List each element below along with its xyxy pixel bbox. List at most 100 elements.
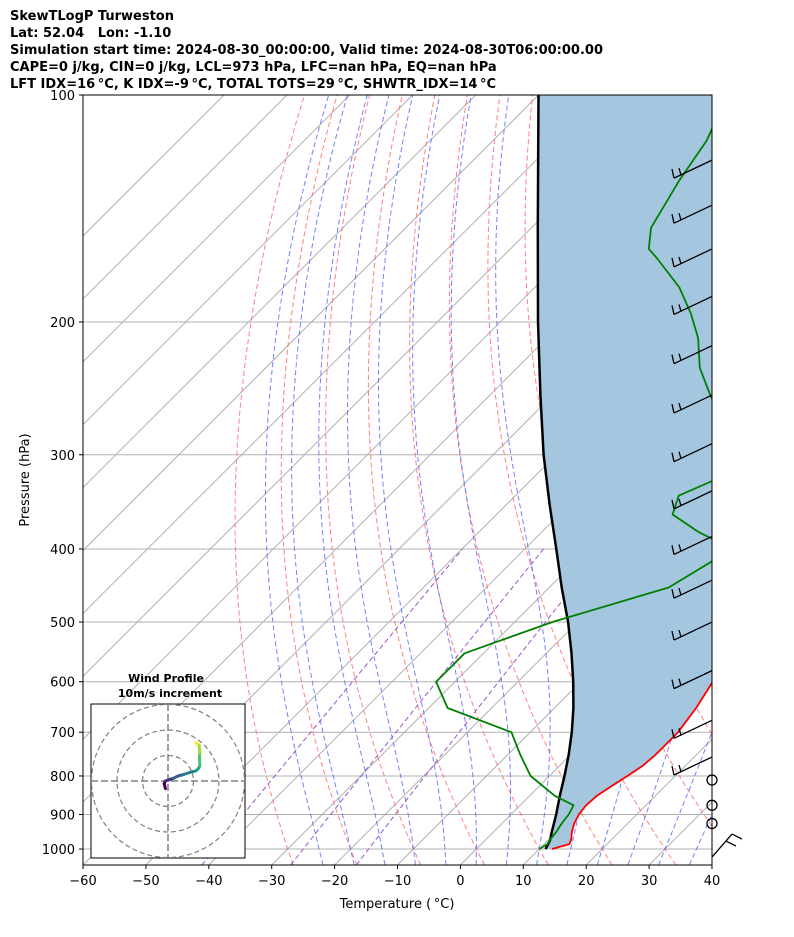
- barb-flag: [731, 833, 743, 840]
- isotherm-line: [145, 298, 712, 865]
- barb-flag: [678, 629, 682, 638]
- barb-flag: [671, 305, 675, 315]
- axis-ticks: −60 −50 −40 −30 −20 −10 0 10 20 30 40 100 200 300 400 5…: [42, 89, 720, 889]
- y-axis-label: Pressure (hPa): [18, 433, 33, 526]
- isotherm-line: [397, 549, 712, 865]
- dewpoint-line: [435, 126, 712, 850]
- hodograph-ring: [116, 729, 220, 833]
- barb-flag: [678, 256, 682, 265]
- wind-barb: [671, 204, 713, 224]
- barb-flag: [671, 354, 675, 364]
- x-tick-label: 0: [456, 874, 464, 889]
- y-tick-label: 900: [50, 809, 75, 824]
- isotherm-line: [334, 486, 712, 865]
- isotherm-line: [83, 95, 225, 237]
- isotherm-line: [83, 95, 476, 489]
- moist-adiabat: [265, 95, 330, 865]
- barb-flag: [671, 452, 675, 462]
- y-tick-label: 300: [50, 449, 75, 464]
- x-tick-label: −20: [321, 874, 348, 889]
- hodograph-inset: Wind Profile 10m/s increment: [90, 672, 246, 859]
- wind-barb: [671, 490, 713, 510]
- mixing-ratio-line: [201, 548, 463, 865]
- y-tick-label: 1000: [42, 843, 75, 858]
- dry-adiabat: [728, 95, 794, 865]
- barb-flag: [671, 499, 675, 510]
- parcel-path-line: [536, 95, 575, 850]
- moist-adiabat: [347, 95, 416, 865]
- barb-flag: [671, 257, 675, 268]
- dry-adiabat: [524, 95, 712, 828]
- moist-adiabat: [291, 95, 355, 865]
- moist-adiabat: [450, 95, 512, 865]
- barb-flag: [671, 214, 675, 224]
- barb-flag: [671, 168, 675, 179]
- barb-flag: [678, 764, 682, 773]
- y-tick-label: 400: [50, 543, 75, 558]
- title-line-station: SkewTLogP Turweston: [10, 9, 174, 24]
- isotherm-line: [83, 95, 414, 426]
- barb-flag: [671, 679, 675, 689]
- calm-wind-marker: [706, 774, 718, 786]
- x-tick-label: −40: [195, 874, 222, 889]
- title-line-latlon: Lat: 52.04 Lon: -1.10: [10, 26, 172, 41]
- x-tick-label: 40: [704, 874, 721, 889]
- cin-shading: [537, 95, 712, 849]
- cape-fill-layer: [537, 95, 712, 849]
- moist-adiabat: [318, 95, 386, 865]
- y-tick-label: 700: [50, 726, 75, 741]
- chart-title-block: SkewTLogP Turweston Lat: 52.04 Lon: -1.1…: [10, 8, 603, 93]
- barb-flag: [678, 167, 682, 176]
- wind-barb: [671, 159, 713, 179]
- barb-flag: [671, 630, 675, 641]
- isotherm-line: [271, 423, 712, 865]
- x-tick-label: −60: [69, 874, 96, 889]
- isotherm-line: [83, 95, 539, 552]
- barb-flag: [725, 840, 737, 847]
- barb-shaft: [711, 833, 733, 858]
- dry-adiabat: [487, 95, 677, 865]
- x-tick-label: 10: [515, 874, 532, 889]
- moist-adiabat: [412, 95, 477, 865]
- y-tick-label: 600: [50, 676, 75, 691]
- barb-flag: [678, 587, 682, 596]
- hodograph-plot: [91, 704, 245, 858]
- barb-flag: [671, 765, 675, 776]
- hodograph-segment: [194, 741, 199, 746]
- barb-flag: [678, 451, 682, 459]
- barb-flag: [671, 729, 675, 739]
- wind-barb: [671, 535, 713, 556]
- barb-flag: [671, 589, 675, 599]
- wind-barb: [671, 579, 713, 599]
- profiles-layer: [435, 95, 712, 850]
- hodograph-subtitle: 10m/s increment: [118, 687, 222, 700]
- x-tick-label: −30: [258, 874, 285, 889]
- barb-flag: [678, 402, 682, 411]
- moist-adiabat: [627, 95, 712, 865]
- dry-adiabat: [325, 95, 422, 865]
- wind-barb: [671, 345, 713, 365]
- x-tick-label: 20: [578, 874, 595, 889]
- wind-barb: [671, 394, 713, 414]
- title-line-cape: CAPE=0 j/kg, CIN=0 j/kg, LCL=973 hPa, LF…: [10, 60, 497, 75]
- y-tick-label: 100: [50, 89, 75, 104]
- y-tick-label: 500: [50, 616, 75, 631]
- barb-flag: [671, 545, 675, 555]
- moist-adiabat: [658, 730, 712, 865]
- barb-flag: [678, 728, 682, 736]
- isotherm-line: [83, 95, 665, 678]
- wind-barb: [671, 248, 713, 268]
- wind-barbs: [671, 159, 743, 858]
- barb-flag: [678, 498, 682, 507]
- moist-adiabat: [378, 95, 447, 865]
- x-tick-label: −50: [132, 874, 159, 889]
- isotherm-line: [83, 95, 288, 300]
- calm-wind-marker: [706, 817, 718, 830]
- mixing-ratio-line: [355, 548, 604, 865]
- dry-adiabat: [409, 95, 549, 865]
- x-tick-label: 30: [641, 874, 658, 889]
- wind-barb: [671, 621, 713, 641]
- calm-wind-marker: [706, 799, 718, 811]
- barb-flag: [678, 353, 682, 361]
